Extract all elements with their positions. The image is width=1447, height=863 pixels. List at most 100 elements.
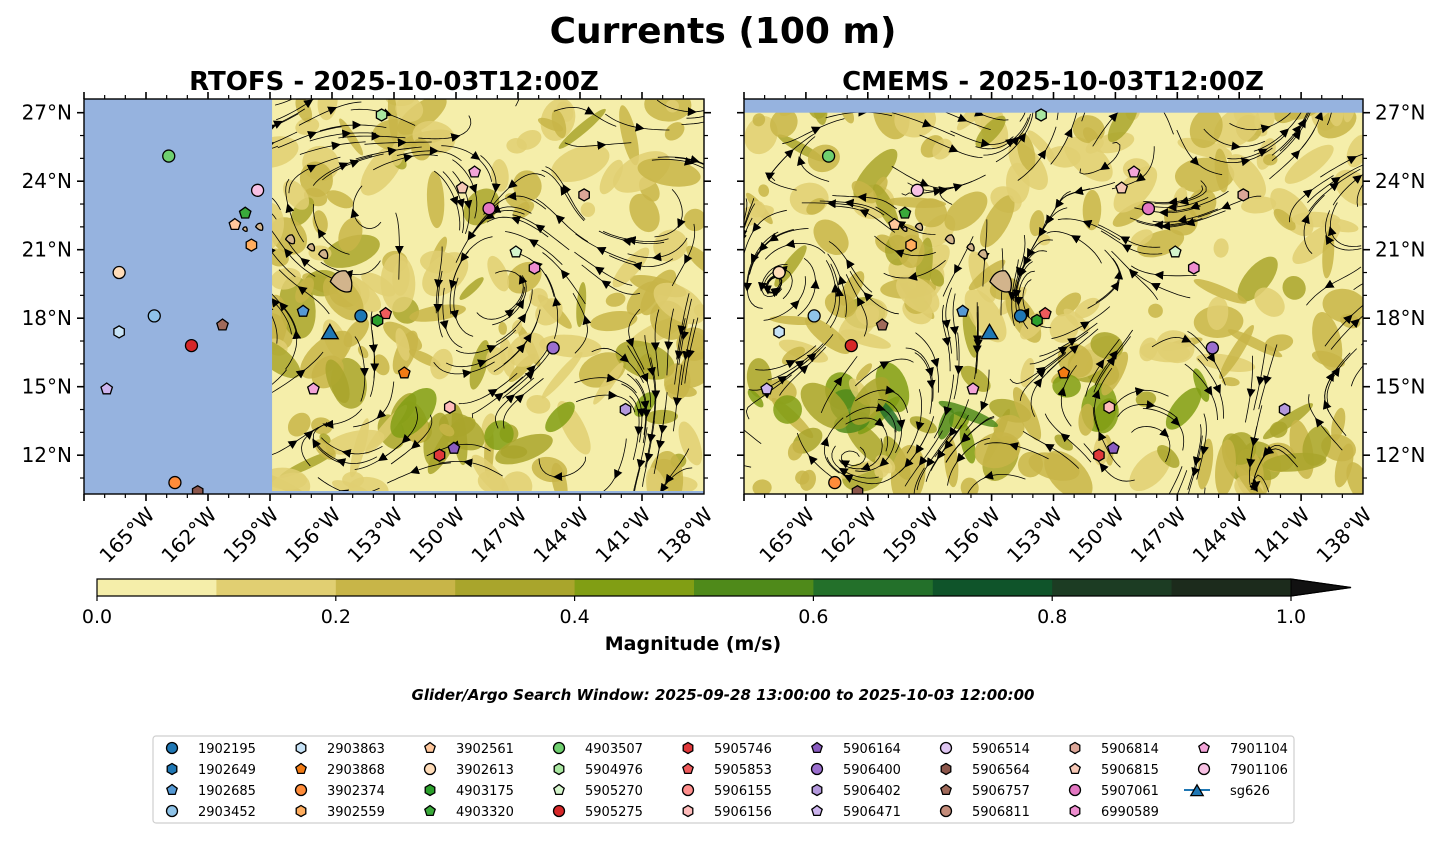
streamline: [507, 173, 546, 189]
magnitude-patch: [1017, 451, 1043, 478]
streamline: [839, 356, 858, 381]
streamline: [288, 164, 317, 194]
legend-item: 2903868: [295, 762, 385, 778]
streamline: [980, 369, 990, 411]
streamline: [764, 244, 791, 260]
streamline: [656, 407, 666, 450]
streamline: [941, 287, 952, 330]
streamline: [455, 345, 497, 354]
map-canvas: [705, 61, 1363, 494]
streamline: [32, 422, 61, 427]
float-marker: [216, 318, 229, 331]
magnitude-patch: [387, 99, 398, 143]
colorbar-segment: [1052, 579, 1173, 596]
magnitude-patch: [1227, 154, 1266, 200]
colorbar-tick-label: 0.2: [321, 606, 351, 628]
streamline: [449, 440, 491, 452]
streamline: [954, 331, 958, 361]
streamline: [596, 247, 636, 263]
streamline: [1017, 149, 1047, 181]
streamline: [837, 275, 847, 317]
legend-item: 5906402: [811, 783, 901, 799]
legend-label: 6990589: [1101, 805, 1159, 820]
legend-item: 3902374: [294, 783, 385, 799]
streamline: [768, 228, 809, 242]
legend-items: 1902195 1902649 1902685 2903452 2903863 29038…: [165, 741, 1288, 820]
streamline: [665, 448, 690, 484]
streamline: [1209, 156, 1251, 167]
streamline: [1143, 201, 1173, 203]
float-marker: [546, 341, 560, 355]
streamline: [474, 189, 478, 219]
streamline: [1356, 183, 1363, 207]
streamline: [455, 236, 471, 263]
magnitude-patch: [1113, 166, 1158, 213]
streamline: [591, 347, 630, 363]
streamline: [845, 417, 885, 427]
magnitude-patch: [590, 310, 638, 332]
streamline: [541, 169, 564, 190]
legend-item: 1902649: [166, 762, 256, 778]
streamline: [1041, 351, 1067, 370]
legend-label: 5906815: [1101, 763, 1159, 778]
streamline: [918, 430, 943, 466]
no-data-region: [84, 99, 273, 494]
streamline: [1320, 156, 1358, 178]
streamline: [444, 325, 463, 349]
magnitude-patch: [1074, 297, 1100, 319]
magnitude-patch: [1101, 351, 1129, 396]
streamline: [626, 236, 669, 245]
streamline: [1324, 266, 1362, 289]
streamline: [770, 152, 791, 175]
streamline: [854, 385, 895, 402]
streamline: [874, 235, 899, 253]
island: [241, 226, 248, 232]
streamline: [1104, 249, 1120, 275]
x-tick-label: 162°W: [816, 502, 881, 567]
streamline: [1165, 433, 1171, 462]
magnitude-patch: [1263, 452, 1327, 472]
magnitude-patch: [1312, 312, 1343, 371]
legend-label: 7901106: [1230, 763, 1288, 778]
streamline: [904, 461, 922, 487]
streamline: [859, 209, 896, 233]
streamline: [681, 121, 704, 125]
streamline: [844, 198, 885, 216]
streamline: [689, 162, 704, 169]
streamline: [1021, 279, 1032, 318]
streamline: [354, 336, 369, 377]
streamline: [1323, 61, 1333, 89]
streamline: [895, 424, 903, 453]
legend-item: 6990589: [1069, 804, 1159, 820]
legend-label: 4903175: [456, 784, 514, 799]
legend-label: 1902685: [198, 784, 256, 799]
magnitude-patch: [1148, 303, 1163, 318]
streamline: [671, 189, 686, 229]
streamline: [916, 463, 930, 491]
streamline: [777, 265, 793, 300]
legend-label: 2903452: [198, 805, 256, 820]
streamline: [1015, 234, 1026, 277]
y-tick-label: 27°N: [1375, 101, 1425, 125]
x-tick-label: 147°W: [466, 502, 531, 567]
streamline: [656, 99, 697, 117]
streamline: [1349, 304, 1363, 318]
streamline: [705, 422, 731, 436]
streamline: [856, 296, 868, 337]
streamline: [535, 224, 570, 251]
streamline: [954, 149, 983, 158]
float-marker: [379, 306, 393, 320]
streamline: [1117, 400, 1156, 418]
float-marker: [888, 217, 902, 231]
colorbar-tick-label: 0.8: [1037, 606, 1067, 628]
streamline: [632, 258, 674, 271]
legend-item: 5906814: [1069, 741, 1159, 757]
streamline: [1085, 359, 1105, 397]
magnitude-patch: [979, 195, 1015, 248]
magnitude-patch: [449, 416, 476, 437]
streamline: [317, 228, 350, 255]
streamline: [926, 432, 951, 468]
streamline: [915, 332, 940, 368]
island: [977, 249, 988, 260]
streamline: [40, 428, 69, 431]
